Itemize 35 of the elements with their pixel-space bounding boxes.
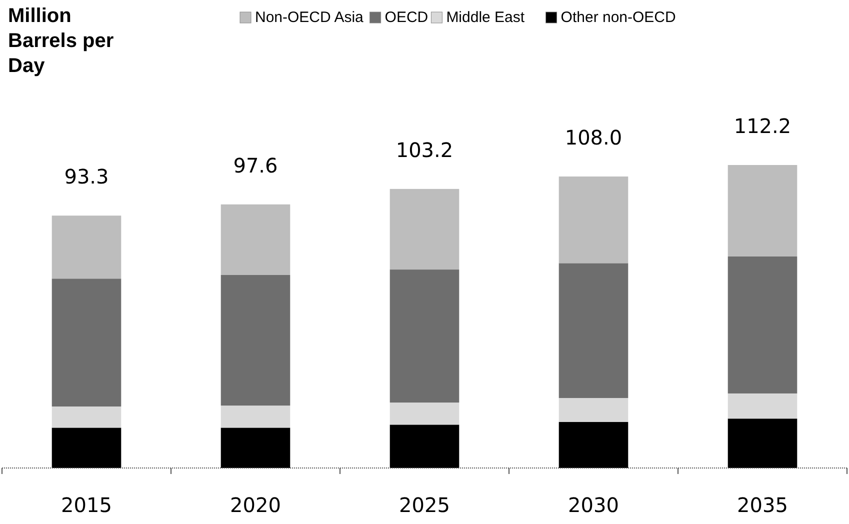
legend-label: OECD <box>384 9 428 26</box>
annotation: 108.0 <box>564 126 622 150</box>
bar <box>220 428 290 468</box>
bar <box>52 216 122 279</box>
bar <box>558 263 628 398</box>
x-tick-label: 2020 <box>230 493 281 517</box>
y-axis-title: Million Barrels per Day <box>8 5 114 77</box>
bar <box>558 422 628 468</box>
bar <box>52 278 122 406</box>
bar <box>390 270 460 403</box>
bar <box>390 402 460 425</box>
bar <box>52 428 122 468</box>
bar <box>390 188 460 270</box>
legend-label: Middle East <box>446 9 526 26</box>
annotation: 97.6 <box>233 153 278 178</box>
annotation: 112.2 <box>734 114 792 138</box>
annotation: 93.3 <box>64 164 109 189</box>
x-tick-label: 2015 <box>61 493 112 517</box>
legend-label: Other non-OECD <box>560 9 676 26</box>
x-tick-label: 2035 <box>737 493 788 517</box>
bar <box>220 406 290 428</box>
x-tick-label: 2030 <box>568 493 619 517</box>
bar <box>728 418 798 468</box>
legend-label: Non-OECD Asia <box>255 9 364 26</box>
x-tick-label: 2025 <box>399 493 450 517</box>
bar <box>558 398 628 422</box>
bar <box>52 406 122 428</box>
bar <box>728 256 798 394</box>
bar <box>220 274 290 406</box>
annotation: 103.2 <box>396 138 454 162</box>
bar <box>728 165 798 257</box>
bar <box>728 393 798 419</box>
bar <box>390 424 460 468</box>
bar <box>220 204 290 275</box>
bar <box>558 176 628 264</box>
